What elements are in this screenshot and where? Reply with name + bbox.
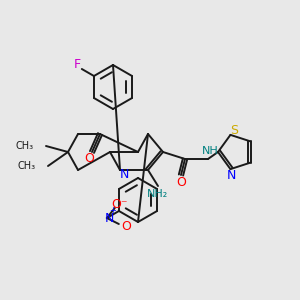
- Text: S: S: [230, 124, 238, 137]
- Text: CH₃: CH₃: [18, 161, 36, 171]
- Text: N: N: [227, 169, 236, 182]
- Text: N: N: [105, 212, 115, 224]
- Text: O: O: [176, 176, 186, 190]
- Text: +: +: [110, 206, 116, 215]
- Text: N: N: [119, 169, 129, 182]
- Text: NH: NH: [202, 146, 218, 156]
- Text: NH₂: NH₂: [147, 189, 169, 199]
- Text: F: F: [73, 58, 80, 71]
- Text: O: O: [121, 220, 131, 233]
- Text: O: O: [84, 152, 94, 166]
- Text: O⁻: O⁻: [112, 197, 128, 211]
- Text: CH₃: CH₃: [16, 141, 34, 151]
